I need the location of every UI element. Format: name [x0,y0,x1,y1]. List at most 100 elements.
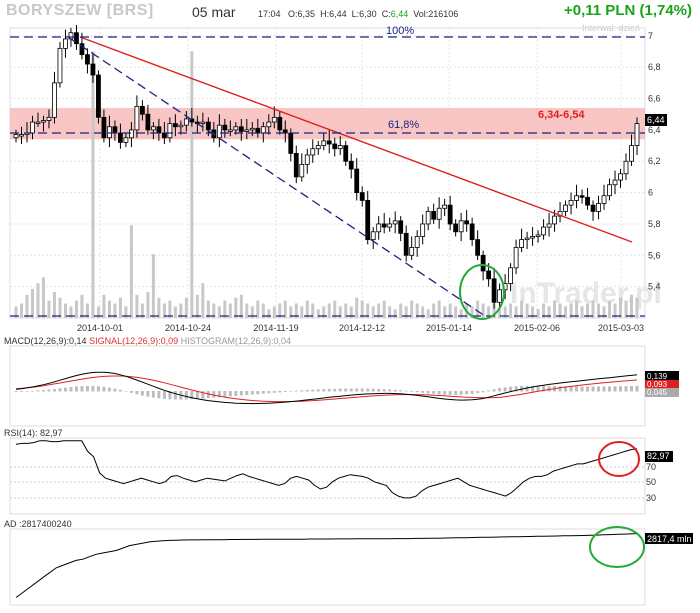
candle-body [304,154,310,165]
candle-body [255,127,261,134]
candle-body [129,129,134,139]
candle-body [596,203,601,212]
volume-bar [492,303,496,318]
volume-bar [30,289,34,318]
histogram-bar [107,387,111,392]
volume-bar [536,309,540,318]
candle-body [387,223,393,228]
price-tick-label: 7 [648,31,653,41]
candle-body [579,195,585,198]
histogram-bar [289,391,293,392]
histogram-bar [300,390,304,392]
histogram-bar [580,386,584,392]
histogram-bar [366,388,370,392]
histogram-bar [283,391,287,392]
volume-bar [553,300,557,318]
candle-body [513,247,519,269]
volume-bar [503,306,507,318]
volume-bar [113,303,117,318]
histogram-bar [531,385,535,392]
candle-body [403,232,409,256]
volume-bar [322,306,326,318]
histogram-bar [377,388,381,392]
volume-bar [135,294,139,318]
macd-panel: 0,139 0,093 0,045 [9,345,679,427]
histogram-bar [569,386,573,392]
histogram-bar [547,385,551,392]
candle-body [337,145,343,150]
candle-body [601,195,607,204]
volume-bar [289,306,293,318]
volume-bar [52,291,56,318]
candle-body [431,211,437,220]
histogram-bar [459,391,463,395]
volume-bar [377,303,381,318]
histogram-bar [91,385,95,392]
candle-body [590,204,596,212]
histogram-bar [613,386,617,392]
candle-body [63,38,68,49]
volume-bar [333,300,337,318]
volume-bar [591,300,595,318]
ad-frame [9,528,646,606]
candle-body [535,234,541,237]
volume-bar [168,300,172,318]
histogram-bar [305,389,309,392]
rsi-tick-70: 70 [646,462,656,472]
volume-bar [146,291,150,318]
volume-bar [635,297,639,318]
volume-bar [19,303,23,318]
histogram-bar [212,391,216,398]
candle-body [574,195,579,201]
histogram-bar [542,385,546,392]
volume-bar [421,306,425,318]
ad-last-value: 2817,4 mln [647,534,692,544]
volume-bar [371,306,375,318]
candle-body [376,223,382,233]
candle-body [178,124,184,128]
candle-body [618,173,623,181]
histogram-bar [250,391,254,395]
candle-body [634,123,640,146]
histogram-bar [85,385,89,392]
histogram-bar [470,391,474,394]
candle-body [222,124,228,131]
volume-bar [173,306,177,318]
histogram-bar [465,391,469,395]
price-tick-label: 6,4 [648,125,661,135]
candle-body [167,123,173,139]
candle-body [469,223,475,241]
rsi-line [15,440,638,499]
volume-bar [118,297,122,318]
histogram-bar [481,391,485,393]
volume-bar [234,297,238,318]
volume-bar [140,303,144,318]
candle-body [491,278,497,303]
candle-body [260,126,266,134]
histogram-bar [360,388,364,392]
volume-bar [542,303,546,318]
volume-bar [393,309,397,318]
date-axis: 2014-10-01 2014-10-24 2014-11-19 2014-12-12… [77,323,644,333]
candle-body [409,247,415,256]
volume-bar [410,300,414,318]
histogram-bar [201,391,205,399]
volume-bar [360,300,364,318]
candle-body [35,121,41,124]
histogram-bar [47,389,51,392]
red-circle-rsi [598,441,640,477]
rsi-tick-50: 50 [646,477,656,487]
candle-body [447,204,453,225]
price-tick-label: 6,2 [648,156,661,166]
volume-bar [47,300,51,318]
volume-bar [239,294,243,318]
price-tick-label: 5,6 [648,250,661,260]
volume-bar [415,303,419,318]
candle-body [486,270,492,280]
histogram-bar [157,391,161,399]
volume-bar [190,51,194,318]
volume-bar [525,303,529,318]
candle-body [354,168,360,193]
histogram-bar [503,387,507,392]
signal-value-box [645,380,679,389]
